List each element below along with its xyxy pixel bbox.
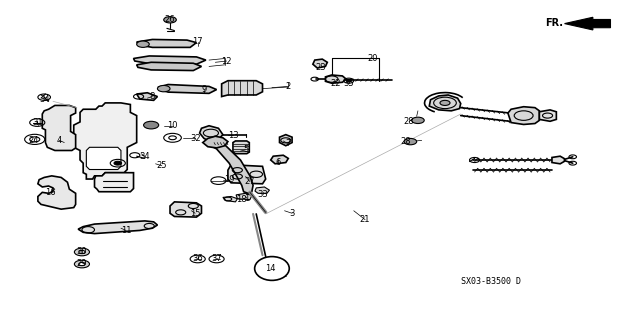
Ellipse shape xyxy=(255,257,289,280)
Polygon shape xyxy=(236,193,252,200)
Text: 32: 32 xyxy=(190,134,200,143)
Polygon shape xyxy=(233,141,249,154)
Polygon shape xyxy=(222,81,262,97)
Text: 28: 28 xyxy=(404,117,415,126)
Polygon shape xyxy=(203,136,228,148)
Text: 1: 1 xyxy=(244,194,250,203)
Polygon shape xyxy=(133,56,206,64)
Text: 10: 10 xyxy=(167,121,178,130)
Polygon shape xyxy=(270,155,288,164)
Text: 12: 12 xyxy=(221,57,232,66)
Text: 28: 28 xyxy=(400,137,411,146)
Circle shape xyxy=(75,260,90,268)
Polygon shape xyxy=(209,142,253,193)
Text: 2: 2 xyxy=(285,82,290,91)
Text: 16: 16 xyxy=(45,188,56,197)
Polygon shape xyxy=(78,221,157,234)
Text: 20: 20 xyxy=(367,54,378,63)
Polygon shape xyxy=(429,95,461,111)
Circle shape xyxy=(114,161,121,165)
Text: 8: 8 xyxy=(150,92,155,101)
Text: 36: 36 xyxy=(192,254,203,263)
Text: 37: 37 xyxy=(211,254,222,263)
Circle shape xyxy=(164,17,176,23)
Polygon shape xyxy=(564,17,611,30)
Text: 34: 34 xyxy=(140,152,150,161)
Circle shape xyxy=(440,100,450,105)
Text: 30: 30 xyxy=(76,247,87,256)
Circle shape xyxy=(411,117,424,124)
Polygon shape xyxy=(170,202,202,217)
Text: 3: 3 xyxy=(289,209,295,218)
Text: 26: 26 xyxy=(165,15,175,24)
Circle shape xyxy=(157,85,170,92)
Text: 15: 15 xyxy=(190,209,200,218)
Text: 7: 7 xyxy=(285,139,290,148)
Text: 25: 25 xyxy=(157,161,167,170)
Polygon shape xyxy=(74,103,137,179)
Text: 23: 23 xyxy=(316,63,326,72)
Text: 11: 11 xyxy=(121,226,131,235)
Polygon shape xyxy=(552,156,564,164)
Text: 13: 13 xyxy=(228,131,238,140)
Polygon shape xyxy=(228,165,265,184)
Polygon shape xyxy=(95,173,133,192)
Polygon shape xyxy=(38,176,76,209)
Text: 35: 35 xyxy=(343,79,354,88)
Polygon shape xyxy=(42,105,76,150)
Text: 5: 5 xyxy=(243,145,248,154)
Text: 9: 9 xyxy=(202,85,207,94)
Text: FR.: FR. xyxy=(545,18,563,28)
Text: 14: 14 xyxy=(265,264,276,273)
Text: 4: 4 xyxy=(57,136,62,145)
Polygon shape xyxy=(137,93,157,100)
Polygon shape xyxy=(313,59,327,68)
Text: 6: 6 xyxy=(276,158,281,167)
Polygon shape xyxy=(255,187,269,193)
Polygon shape xyxy=(137,62,202,70)
Polygon shape xyxy=(508,107,539,124)
Polygon shape xyxy=(279,135,292,146)
Text: SX03-B3500 D: SX03-B3500 D xyxy=(461,277,521,286)
Text: 18: 18 xyxy=(236,195,247,204)
Polygon shape xyxy=(137,39,197,47)
Text: 17: 17 xyxy=(192,37,203,46)
Text: 29: 29 xyxy=(76,259,87,268)
Polygon shape xyxy=(325,75,346,83)
Circle shape xyxy=(346,79,351,82)
Text: 33: 33 xyxy=(257,190,268,199)
Text: 34: 34 xyxy=(39,95,49,104)
Polygon shape xyxy=(223,196,238,202)
Polygon shape xyxy=(159,84,217,93)
Circle shape xyxy=(75,248,90,256)
Circle shape xyxy=(79,262,85,266)
Text: 21: 21 xyxy=(360,215,370,224)
Polygon shape xyxy=(87,147,121,170)
Polygon shape xyxy=(200,126,223,141)
Circle shape xyxy=(143,121,159,129)
Polygon shape xyxy=(539,110,556,121)
Circle shape xyxy=(137,41,149,47)
Text: 27: 27 xyxy=(245,177,255,186)
Text: 22: 22 xyxy=(331,79,341,88)
Text: 24: 24 xyxy=(29,136,39,145)
Text: 31: 31 xyxy=(33,118,43,127)
Circle shape xyxy=(404,139,416,145)
Circle shape xyxy=(79,251,85,253)
Text: 19: 19 xyxy=(224,175,234,184)
